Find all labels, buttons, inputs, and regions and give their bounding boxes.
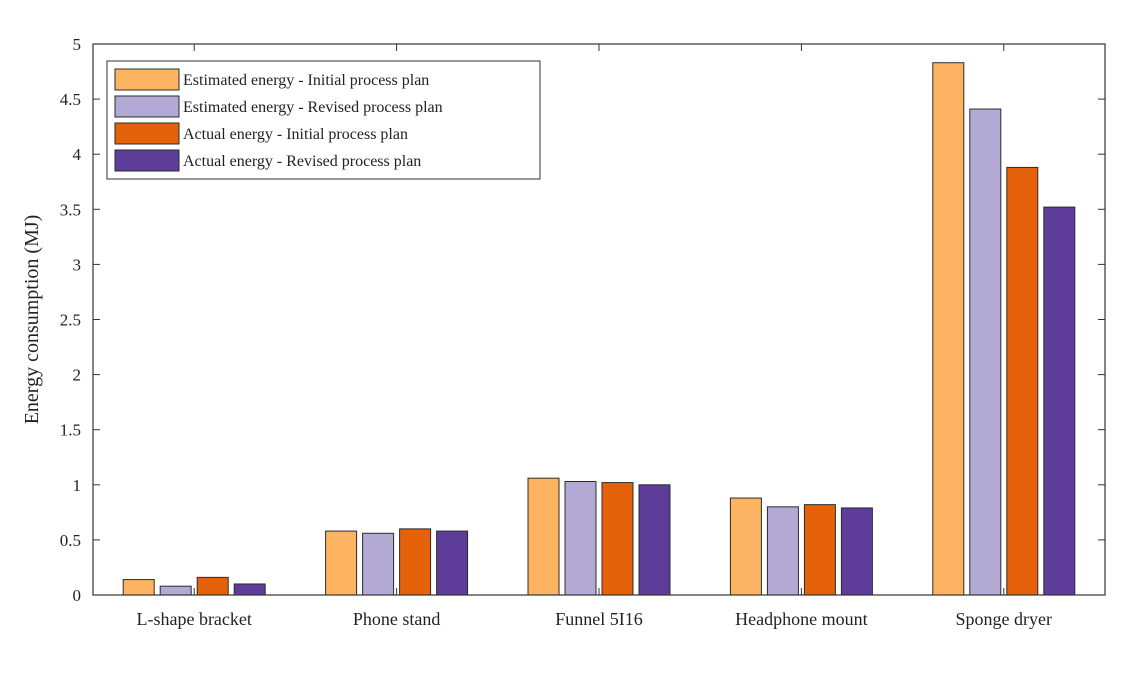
y-tick-label: 4.5 bbox=[60, 90, 81, 109]
x-tick-label: Phone stand bbox=[353, 609, 441, 629]
legend-label: Actual energy - Revised process plan bbox=[183, 153, 421, 170]
legend-swatch bbox=[114, 122, 180, 145]
x-tick-label: Funnel 5I16 bbox=[555, 609, 643, 629]
y-tick-label: 1.5 bbox=[60, 421, 81, 440]
y-axis: 0 0.5 1 1.5 2 2.5 3 3.5 4 4.5 5 bbox=[60, 35, 1105, 605]
legend-swatch bbox=[114, 149, 180, 172]
bar-4-5 bbox=[1043, 206, 1076, 596]
y-tick-label: 0.5 bbox=[60, 531, 81, 550]
legend-swatch bbox=[114, 95, 180, 118]
bar-3-1 bbox=[196, 576, 229, 596]
bar-1-1 bbox=[122, 579, 155, 596]
y-tick-label: 2 bbox=[73, 366, 82, 385]
bar-4-2 bbox=[436, 530, 469, 596]
legend-label: Estimated energy - Revised process plan bbox=[183, 99, 443, 116]
x-tick-label: L-shape bracket bbox=[136, 609, 251, 629]
bar-2-2 bbox=[362, 532, 395, 596]
y-tick-label: 3.5 bbox=[60, 200, 81, 219]
bar-3-2 bbox=[399, 528, 432, 596]
legend-label: Actual energy - Initial process plan bbox=[183, 126, 408, 143]
y-tick-label: 4 bbox=[73, 145, 82, 164]
legend: Estimated energy - Initial process plan E… bbox=[106, 60, 541, 180]
bar-3-3 bbox=[601, 482, 634, 596]
bar-4-3 bbox=[638, 484, 671, 596]
x-tick-label: Sponge dryer bbox=[956, 609, 1052, 629]
bar-2-3 bbox=[564, 480, 597, 596]
bar-1-2 bbox=[325, 530, 358, 596]
y-tick-label: 5 bbox=[73, 35, 82, 54]
y-tick-label: 0 bbox=[73, 586, 82, 605]
legend-swatch bbox=[114, 68, 180, 91]
x-tick-label: Headphone mount bbox=[735, 609, 867, 629]
y-tick-label: 2.5 bbox=[60, 311, 81, 330]
bar-2-1 bbox=[159, 585, 192, 596]
y-tick-label: 1 bbox=[73, 476, 82, 495]
bar-2-5 bbox=[969, 108, 1002, 596]
bar-2-4 bbox=[766, 506, 799, 596]
bar-1-4 bbox=[729, 497, 762, 596]
y-axis-title: Energy consumption (MJ) bbox=[21, 215, 43, 425]
bar-3-4 bbox=[803, 504, 836, 596]
y-tick-label: 3 bbox=[73, 255, 82, 274]
bar-4-1 bbox=[233, 583, 266, 596]
bar-4-4 bbox=[840, 507, 873, 596]
x-axis: L-shape bracket Phone stand Funnel 5I16 Hea… bbox=[136, 44, 1052, 629]
bar-3-5 bbox=[1006, 166, 1039, 596]
bars-layer bbox=[122, 62, 1076, 596]
bar-1-3 bbox=[527, 477, 560, 596]
legend-label: Estimated energy - Initial process plan bbox=[183, 72, 429, 89]
bar-1-5 bbox=[932, 62, 965, 596]
